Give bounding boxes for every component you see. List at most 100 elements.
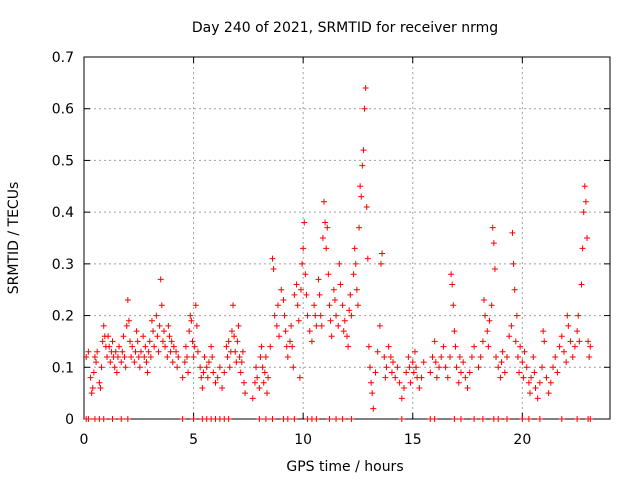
data-point — [328, 333, 335, 340]
data-point — [135, 353, 142, 360]
data-point — [403, 369, 410, 376]
data-point — [109, 416, 116, 422]
data-point — [484, 328, 491, 335]
y-tick-label: 0.1 — [52, 360, 74, 376]
data-point — [569, 353, 576, 360]
data-point — [228, 328, 235, 335]
data-point — [565, 322, 572, 329]
y-tick-label: 0.4 — [52, 205, 74, 221]
data-point — [420, 359, 427, 366]
data-point — [348, 312, 355, 319]
data-point — [205, 359, 212, 366]
data-point — [452, 343, 459, 350]
data-point — [462, 374, 469, 381]
data-point — [225, 338, 232, 345]
data-point — [413, 364, 420, 371]
data-point — [444, 374, 451, 381]
data-point — [221, 369, 228, 376]
data-point — [111, 364, 118, 371]
data-point — [543, 374, 550, 381]
data-point — [317, 312, 324, 319]
data-point — [326, 416, 333, 422]
data-point — [182, 343, 189, 350]
data-point — [260, 379, 267, 386]
data-point — [204, 374, 211, 381]
data-point — [489, 224, 496, 231]
data-point — [156, 322, 163, 329]
data-point — [256, 384, 263, 391]
data-point — [453, 364, 460, 371]
data-point — [261, 369, 268, 376]
data-point — [457, 416, 464, 422]
data-point — [304, 312, 311, 319]
data-point — [237, 369, 244, 376]
data-point — [574, 328, 581, 335]
data-point — [501, 369, 508, 376]
data-point — [485, 343, 492, 350]
data-point — [145, 348, 152, 355]
data-point — [100, 322, 107, 329]
data-point — [331, 297, 338, 304]
data-point — [284, 353, 291, 360]
data-point — [192, 302, 199, 309]
data-point — [509, 229, 516, 236]
data-point — [167, 348, 174, 355]
data-point — [291, 291, 298, 298]
x-tick-label: 0 — [80, 432, 89, 448]
data-point — [563, 359, 570, 366]
data-point — [99, 338, 106, 345]
data-point — [479, 338, 486, 345]
data-point — [251, 379, 258, 386]
data-point — [410, 369, 417, 376]
data-point — [367, 364, 374, 371]
data-point — [511, 286, 518, 293]
data-point — [89, 384, 96, 391]
data-point — [295, 317, 302, 324]
data-point — [499, 348, 506, 355]
data-point — [258, 343, 265, 350]
data-point — [385, 343, 392, 350]
data-points — [83, 85, 594, 422]
x-tick-label: 15 — [404, 432, 422, 448]
data-point — [493, 353, 500, 360]
data-point — [235, 322, 242, 329]
data-point — [488, 302, 495, 309]
data-point — [259, 364, 266, 371]
data-point — [226, 364, 233, 371]
data-point — [468, 353, 475, 360]
data-point — [133, 328, 140, 335]
data-point — [339, 416, 346, 422]
data-point — [212, 379, 219, 386]
data-point — [233, 359, 240, 366]
data-point — [576, 338, 583, 345]
data-point — [432, 359, 439, 366]
data-point — [249, 395, 256, 402]
data-point — [528, 374, 535, 381]
data-point — [315, 276, 322, 283]
data-point — [137, 348, 144, 355]
data-point — [436, 364, 443, 371]
data-point — [300, 245, 307, 252]
data-point — [567, 338, 574, 345]
data-point — [124, 297, 131, 304]
data-point — [514, 353, 521, 360]
data-point — [306, 328, 313, 335]
data-point — [550, 364, 557, 371]
data-point — [521, 348, 528, 355]
data-point — [536, 416, 543, 422]
data-point — [199, 384, 206, 391]
data-point — [456, 353, 463, 360]
data-point — [131, 359, 138, 366]
data-point — [174, 364, 181, 371]
data-point — [240, 379, 247, 386]
data-point — [431, 338, 438, 345]
data-point — [308, 338, 315, 345]
data-point — [560, 348, 567, 355]
data-point — [119, 348, 126, 355]
data-point — [516, 369, 523, 376]
data-point — [262, 416, 269, 422]
data-point — [287, 338, 294, 345]
data-point — [352, 260, 359, 267]
data-point — [175, 353, 182, 360]
data-point — [216, 364, 223, 371]
